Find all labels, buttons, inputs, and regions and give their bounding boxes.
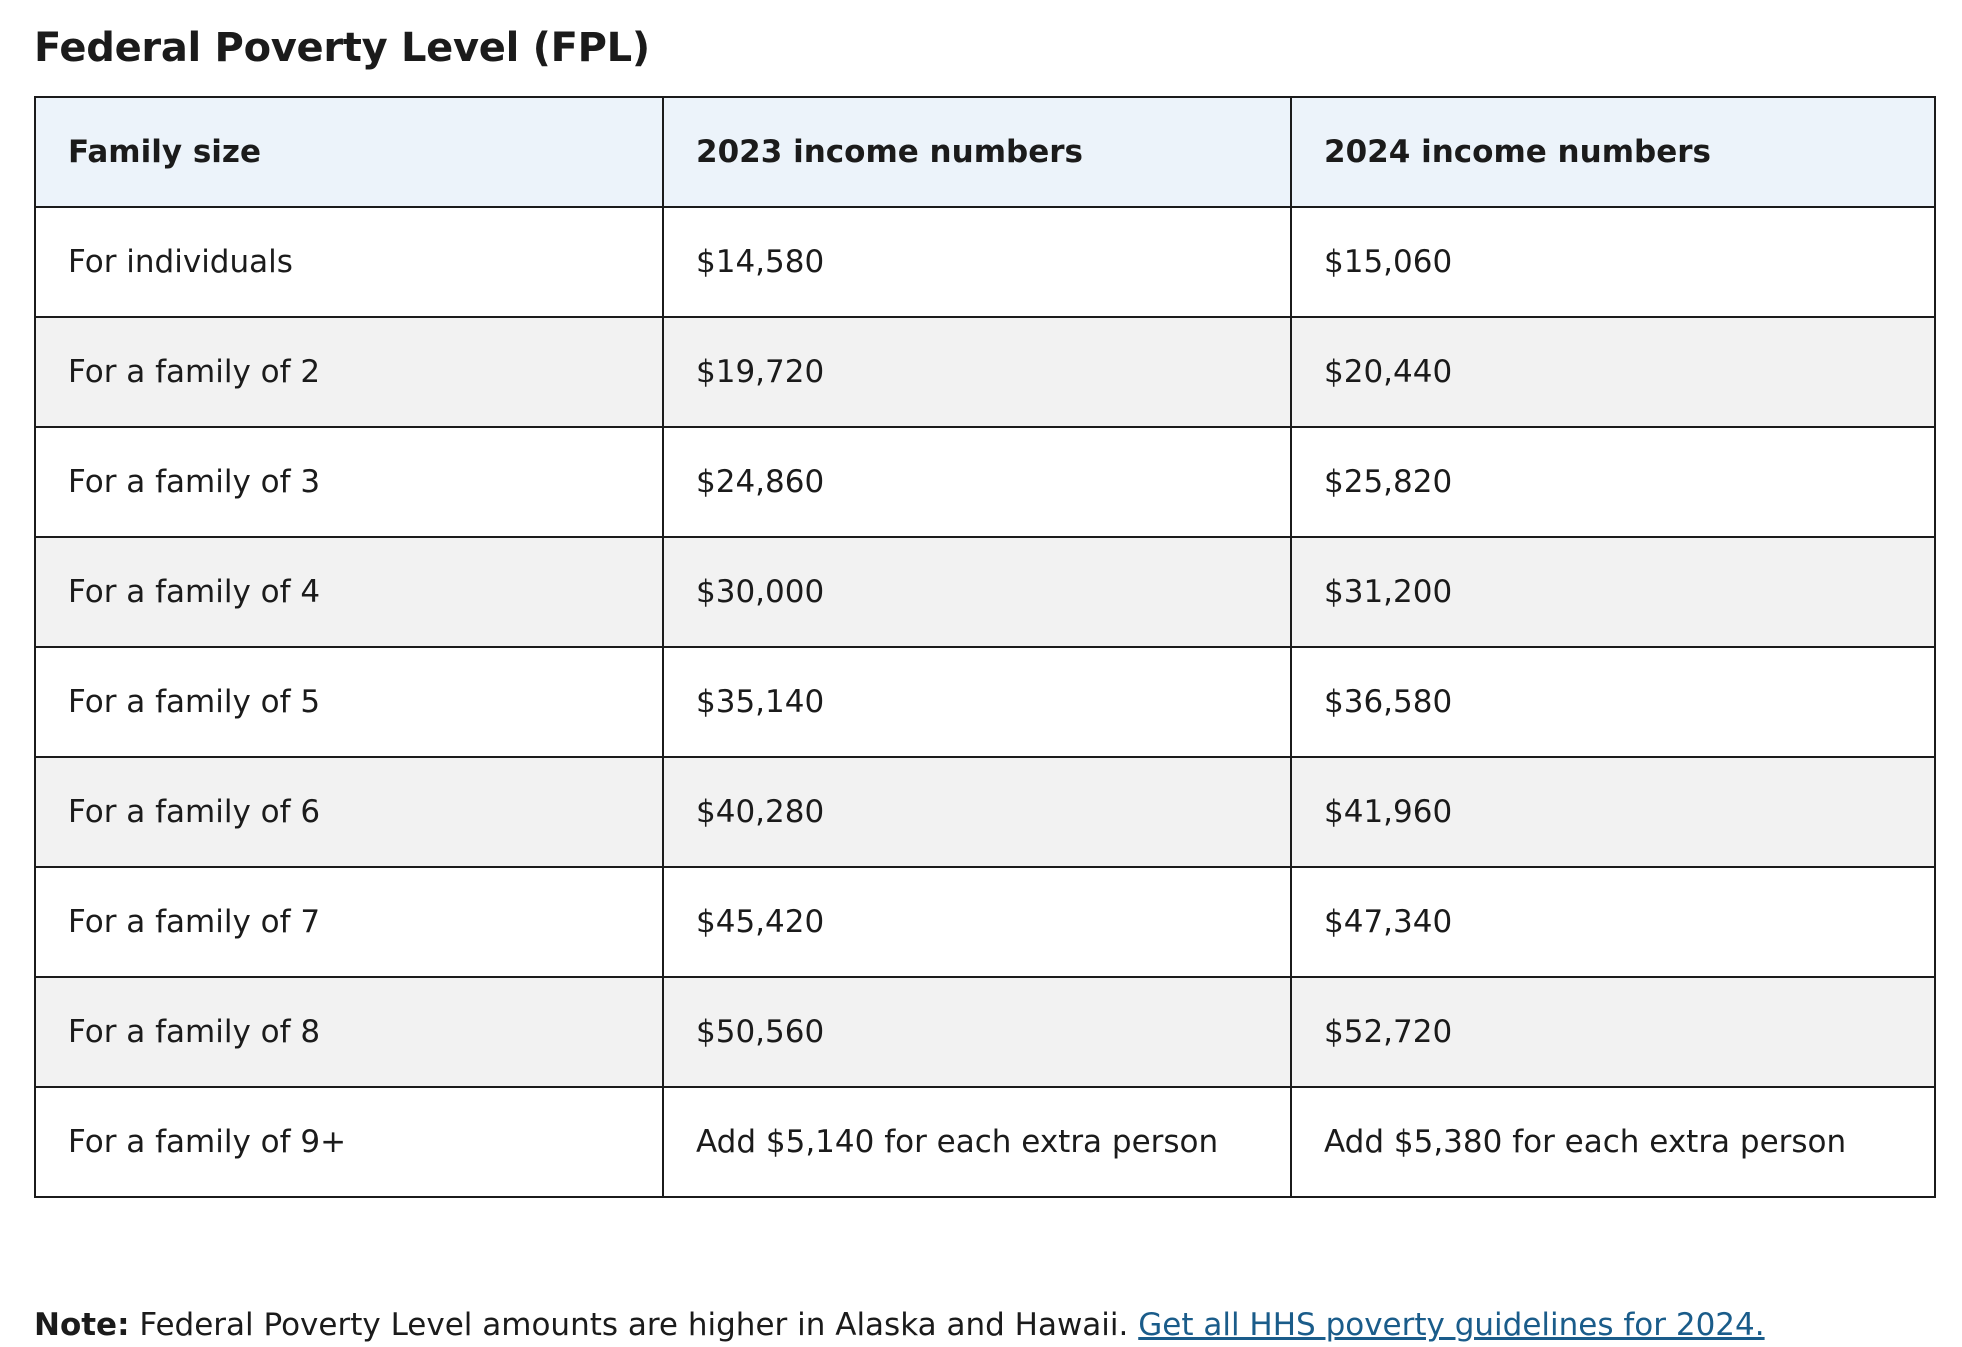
column-header-2024: 2024 income numbers bbox=[1290, 96, 1936, 208]
table-row: For a family of 6 $40,280 $41,960 bbox=[34, 756, 1936, 868]
family-size-cell: For a family of 4 bbox=[34, 536, 664, 648]
hhs-guidelines-link[interactable]: Get all HHS poverty guidelines for 2024. bbox=[1138, 1307, 1765, 1343]
note-text: Federal Poverty Level amounts are higher… bbox=[129, 1307, 1139, 1343]
fpl-table: Family size 2023 income numbers 2024 inc… bbox=[34, 96, 1936, 1198]
table-row: For a family of 4 $30,000 $31,200 bbox=[34, 536, 1936, 648]
income-2024-cell: Add $5,380 for each extra person bbox=[1290, 1086, 1936, 1198]
income-2023-cell: $19,720 bbox=[662, 316, 1292, 428]
note-label: Note: bbox=[34, 1307, 130, 1343]
table-row: For a family of 8 $50,560 $52,720 bbox=[34, 976, 1936, 1088]
income-2023-cell: $50,560 bbox=[662, 976, 1292, 1088]
family-size-cell: For a family of 6 bbox=[34, 756, 664, 868]
table-row: For a family of 5 $35,140 $36,580 bbox=[34, 646, 1936, 758]
income-2024-cell: $20,440 bbox=[1290, 316, 1936, 428]
income-2024-cell: $47,340 bbox=[1290, 866, 1936, 978]
table-row: For a family of 3 $24,860 $25,820 bbox=[34, 426, 1936, 538]
table-header-row: Family size 2023 income numbers 2024 inc… bbox=[34, 96, 1936, 208]
table-row: For a family of 2 $19,720 $20,440 bbox=[34, 316, 1936, 428]
income-2023-cell: $45,420 bbox=[662, 866, 1292, 978]
family-size-cell: For individuals bbox=[34, 206, 664, 318]
income-2024-cell: $36,580 bbox=[1290, 646, 1936, 758]
family-size-cell: For a family of 8 bbox=[34, 976, 664, 1088]
income-2024-cell: $25,820 bbox=[1290, 426, 1936, 538]
family-size-cell: For a family of 7 bbox=[34, 866, 664, 978]
family-size-cell: For a family of 2 bbox=[34, 316, 664, 428]
income-2024-cell: $31,200 bbox=[1290, 536, 1936, 648]
table-row: For a family of 9+ Add $5,140 for each e… bbox=[34, 1086, 1936, 1198]
income-2023-cell: $14,580 bbox=[662, 206, 1292, 318]
column-header-family-size: Family size bbox=[34, 96, 664, 208]
income-2024-cell: $15,060 bbox=[1290, 206, 1936, 318]
income-2023-cell: Add $5,140 for each extra person bbox=[662, 1086, 1292, 1198]
income-2023-cell: $30,000 bbox=[662, 536, 1292, 648]
income-2024-cell: $41,960 bbox=[1290, 756, 1936, 868]
table-row: For individuals $14,580 $15,060 bbox=[34, 206, 1936, 318]
note-paragraph: Note: Federal Poverty Level amounts are … bbox=[34, 1303, 1765, 1347]
page-content: Federal Poverty Level (FPL) Family size … bbox=[34, 22, 1936, 1343]
table-row: For a family of 7 $45,420 $47,340 bbox=[34, 866, 1936, 978]
income-2024-cell: $52,720 bbox=[1290, 976, 1936, 1088]
income-2023-cell: $40,280 bbox=[662, 756, 1292, 868]
page-title: Federal Poverty Level (FPL) bbox=[34, 25, 650, 71]
family-size-cell: For a family of 9+ bbox=[34, 1086, 664, 1198]
family-size-cell: For a family of 5 bbox=[34, 646, 664, 758]
income-2023-cell: $35,140 bbox=[662, 646, 1292, 758]
income-2023-cell: $24,860 bbox=[662, 426, 1292, 538]
column-header-2023: 2023 income numbers bbox=[662, 96, 1292, 208]
family-size-cell: For a family of 3 bbox=[34, 426, 664, 538]
